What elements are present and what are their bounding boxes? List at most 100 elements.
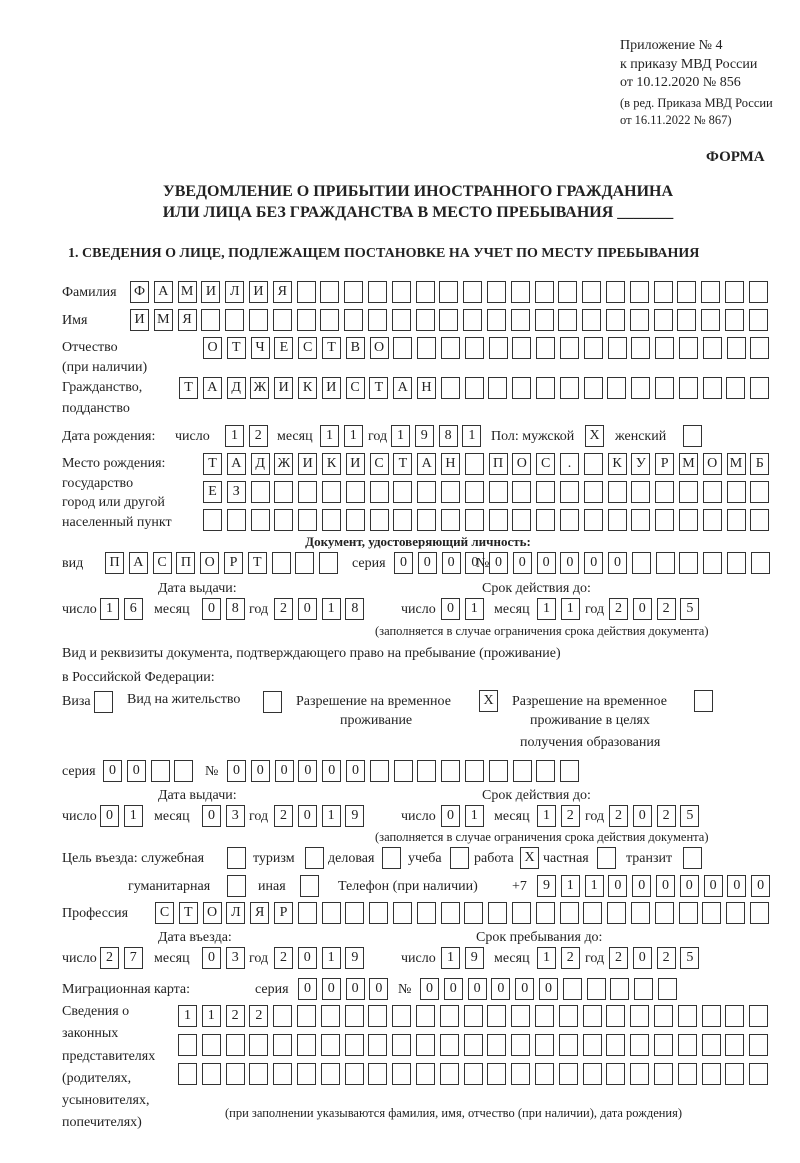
char-box[interactable]: [345, 902, 365, 924]
char-box[interactable]: [296, 281, 316, 303]
checkbox[interactable]: X: [520, 847, 539, 869]
char-box[interactable]: О: [702, 453, 722, 475]
char-box[interactable]: К: [321, 453, 341, 475]
char-box[interactable]: [393, 509, 413, 531]
char-box[interactable]: [226, 509, 246, 531]
char-box[interactable]: Т: [369, 377, 389, 399]
char-box[interactable]: [655, 552, 675, 574]
char-box[interactable]: Л: [225, 281, 245, 303]
char-box[interactable]: [607, 481, 627, 503]
checkbox[interactable]: [227, 847, 246, 869]
char-box[interactable]: 0: [489, 552, 508, 574]
char-box[interactable]: [203, 509, 222, 531]
char-box[interactable]: Ф: [130, 281, 149, 303]
char-box[interactable]: [535, 902, 555, 924]
char-box[interactable]: [607, 337, 627, 359]
char-box[interactable]: 0: [536, 552, 556, 574]
char-box[interactable]: 2: [225, 1005, 245, 1027]
char-box[interactable]: 2: [249, 1005, 269, 1027]
char-box[interactable]: Л: [226, 902, 246, 924]
char-box[interactable]: 2: [274, 947, 293, 969]
char-box[interactable]: [178, 1063, 197, 1085]
char-box[interactable]: [583, 509, 603, 531]
char-box[interactable]: [367, 309, 387, 331]
char-box[interactable]: [248, 309, 268, 331]
char-box[interactable]: [560, 760, 580, 782]
char-box[interactable]: [298, 481, 318, 503]
char-box[interactable]: [345, 481, 365, 503]
char-box[interactable]: 0: [632, 598, 652, 620]
char-box[interactable]: М: [678, 453, 698, 475]
char-box[interactable]: 3: [225, 947, 245, 969]
char-box[interactable]: [610, 978, 630, 1000]
char-box[interactable]: [655, 509, 675, 531]
char-box[interactable]: [677, 309, 697, 331]
char-box[interactable]: [488, 377, 508, 399]
char-box[interactable]: 9: [345, 947, 365, 969]
char-box[interactable]: [249, 1063, 269, 1085]
char-box[interactable]: Ж: [274, 453, 294, 475]
char-box[interactable]: 0: [103, 760, 122, 782]
char-box[interactable]: 5: [680, 598, 700, 620]
char-box[interactable]: И: [321, 377, 341, 399]
char-box[interactable]: [393, 337, 413, 359]
char-box[interactable]: [724, 281, 744, 303]
char-box[interactable]: [510, 281, 530, 303]
char-box[interactable]: 0: [322, 760, 342, 782]
char-box[interactable]: [463, 281, 483, 303]
char-box[interactable]: 2: [609, 598, 628, 620]
char-box[interactable]: [630, 1063, 650, 1085]
char-box[interactable]: А: [393, 377, 413, 399]
char-box[interactable]: [320, 309, 340, 331]
char-box[interactable]: Р: [223, 552, 243, 574]
char-box[interactable]: Т: [393, 453, 413, 475]
char-box[interactable]: [320, 1034, 340, 1056]
char-box[interactable]: [702, 377, 722, 399]
char-box[interactable]: [464, 453, 484, 475]
char-box[interactable]: 0: [202, 805, 221, 827]
char-box[interactable]: Д: [226, 377, 246, 399]
char-box[interactable]: [273, 1005, 293, 1027]
char-box[interactable]: [679, 552, 699, 574]
char-box[interactable]: [750, 509, 770, 531]
char-box[interactable]: С: [298, 337, 318, 359]
char-box[interactable]: 0: [515, 978, 535, 1000]
char-box[interactable]: 2: [560, 947, 580, 969]
char-box[interactable]: 1: [178, 1005, 197, 1027]
char-box[interactable]: 0: [655, 875, 675, 897]
char-box[interactable]: М: [726, 453, 746, 475]
char-box[interactable]: Е: [274, 337, 294, 359]
char-box[interactable]: 0: [608, 875, 628, 897]
char-box[interactable]: 2: [656, 805, 676, 827]
char-box[interactable]: 9: [414, 425, 434, 447]
char-box[interactable]: Р: [655, 453, 675, 475]
char-box[interactable]: [296, 309, 316, 331]
char-box[interactable]: [558, 1063, 578, 1085]
char-box[interactable]: [225, 1063, 245, 1085]
char-box[interactable]: [631, 552, 651, 574]
char-box[interactable]: 1: [537, 947, 556, 969]
char-box[interactable]: [439, 309, 459, 331]
char-box[interactable]: [344, 1063, 364, 1085]
char-box[interactable]: [439, 1005, 459, 1027]
checkbox[interactable]: [305, 847, 324, 869]
char-box[interactable]: 0: [202, 598, 221, 620]
char-box[interactable]: [321, 902, 341, 924]
char-box[interactable]: 0: [727, 875, 747, 897]
char-box[interactable]: [536, 760, 556, 782]
char-box[interactable]: [415, 1063, 435, 1085]
char-box[interactable]: 7: [123, 947, 143, 969]
char-box[interactable]: [562, 978, 582, 1000]
char-box[interactable]: Р: [273, 902, 293, 924]
char-box[interactable]: [750, 481, 770, 503]
char-box[interactable]: 2: [274, 805, 293, 827]
char-box[interactable]: Я: [272, 281, 292, 303]
char-box[interactable]: [725, 1063, 745, 1085]
char-box[interactable]: [273, 1034, 293, 1056]
char-box[interactable]: [201, 1034, 221, 1056]
char-box[interactable]: [511, 1034, 531, 1056]
char-box[interactable]: [583, 453, 603, 475]
char-box[interactable]: [273, 1063, 293, 1085]
char-box[interactable]: [559, 902, 579, 924]
char-box[interactable]: [369, 902, 389, 924]
